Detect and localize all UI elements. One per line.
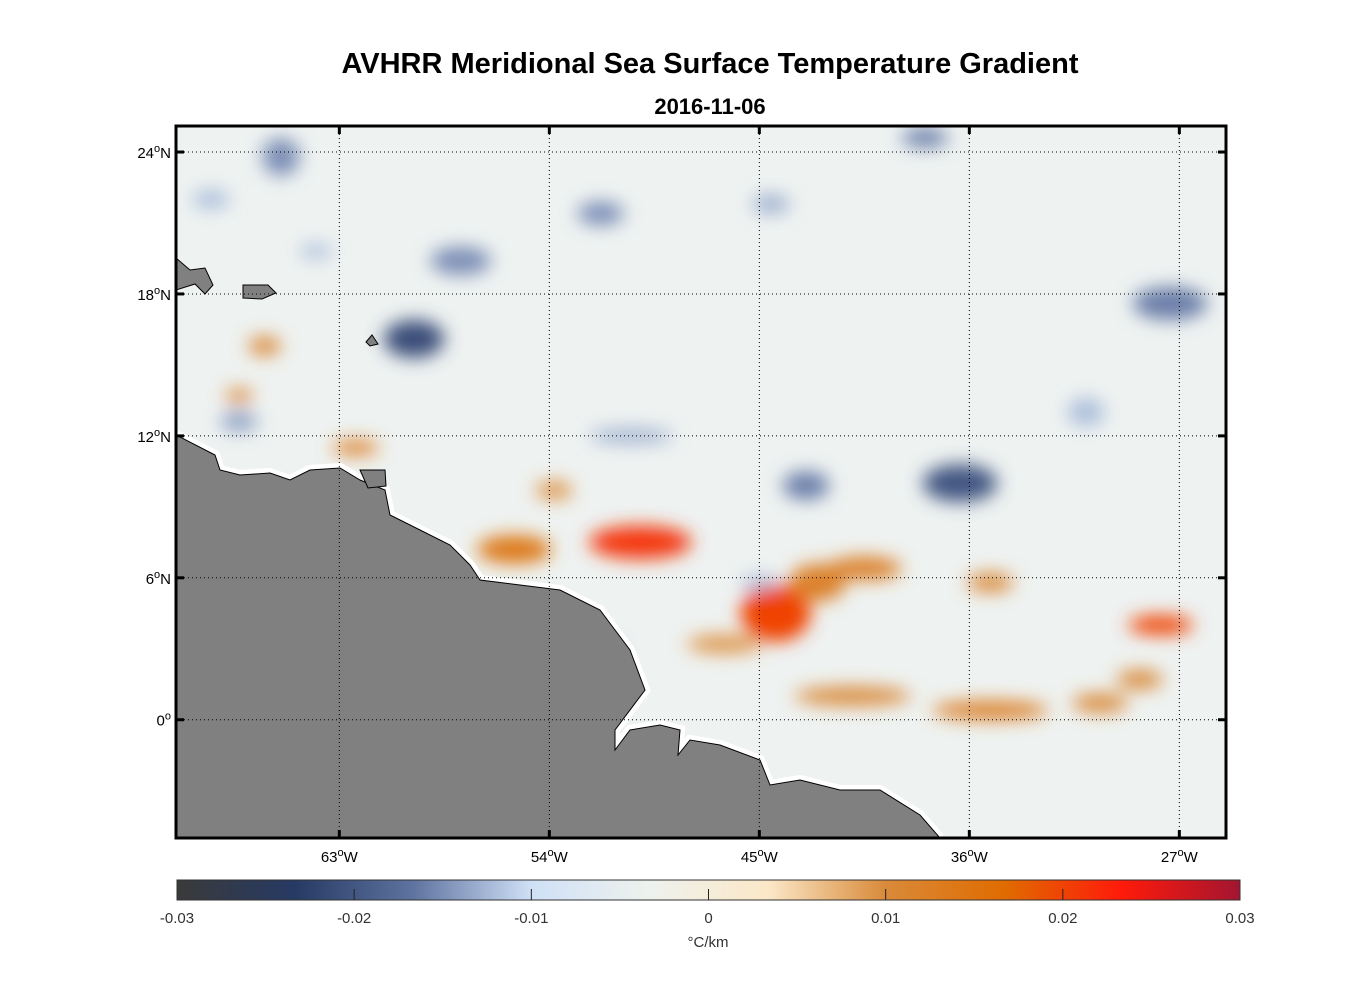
gradient-feature (794, 686, 912, 706)
gradient-feature (967, 573, 1014, 592)
colorbar-tick-label: -0.01 (514, 910, 548, 927)
gradient-feature (932, 700, 1049, 720)
gradient-feature (752, 194, 790, 214)
gradient-feature (1128, 615, 1194, 635)
gradient-feature (1116, 670, 1163, 689)
gradient-feature (262, 137, 300, 176)
y-tick-label: 6oN (146, 569, 171, 588)
gradient-feature (589, 525, 692, 559)
gradient-feature (535, 480, 573, 500)
x-tick-label: 45oW (741, 847, 779, 866)
colorbar-label: °C/km (688, 934, 729, 951)
gradient-feature (782, 471, 830, 500)
gradient-feature (740, 584, 811, 642)
gradient-feature (901, 128, 949, 148)
gradient-feature (192, 189, 230, 209)
gradient-feature (1132, 286, 1208, 320)
y-tick-label: 12oN (137, 427, 171, 446)
x-tick-label: 54oW (531, 847, 569, 866)
sst-gradient-field (192, 128, 1208, 720)
land (176, 257, 944, 838)
colorbar-tick-label: -0.02 (337, 910, 371, 927)
gradient-feature (220, 412, 258, 432)
y-tick-label: 18oN (137, 285, 171, 304)
gradient-feature (476, 535, 552, 564)
x-tick-label: 63oW (321, 847, 359, 866)
colorbar-tick-label: 0.01 (871, 910, 900, 927)
gradient-feature (1072, 693, 1128, 713)
colorbar-tick-label: 0.02 (1048, 910, 1077, 927)
y-tick-label: 24oN (137, 143, 171, 162)
gradient-feature (248, 336, 281, 356)
island-hispaniola (176, 257, 214, 295)
x-tick-label: 36oW (951, 847, 989, 866)
map-frame (174, 124, 1228, 840)
colorbar-tick-label: -0.03 (160, 910, 194, 927)
axis-ticks: 63oW 54oW 45oW 36oW 27oW 0o 6oN 12oN 18oN 24oN (137, 126, 1226, 866)
gradient-feature (577, 201, 625, 226)
gradient-feature (430, 246, 491, 276)
x-tick-label: 27oW (1161, 847, 1199, 866)
gridlines (176, 126, 1226, 838)
island-guadeloupe (365, 334, 379, 347)
gradient-feature (332, 440, 379, 455)
colorbar-tick-label: 0.03 (1225, 910, 1254, 927)
chart-subtitle: 2016-11-06 (654, 94, 766, 119)
island-puerto-rico (242, 284, 277, 300)
gradient-feature (687, 634, 762, 654)
gradient-feature (589, 428, 673, 443)
gradient-feature (225, 388, 253, 403)
island-trinidad (359, 469, 387, 489)
gradient-feature (827, 556, 902, 581)
gradient-feature (1067, 398, 1105, 427)
gradient-feature (922, 464, 998, 503)
colorbar: -0.03 -0.02 -0.01 0 0.01 0.02 0.03 °C/km (160, 879, 1255, 951)
chart-title: AVHRR Meridional Sea Surface Temperature… (341, 48, 1079, 80)
gradient-feature (383, 319, 445, 358)
gradient-feature (299, 244, 333, 259)
y-tick-label: 0o (157, 711, 171, 730)
south-america (176, 434, 941, 838)
colorbar-tick-label: 0 (704, 910, 712, 927)
